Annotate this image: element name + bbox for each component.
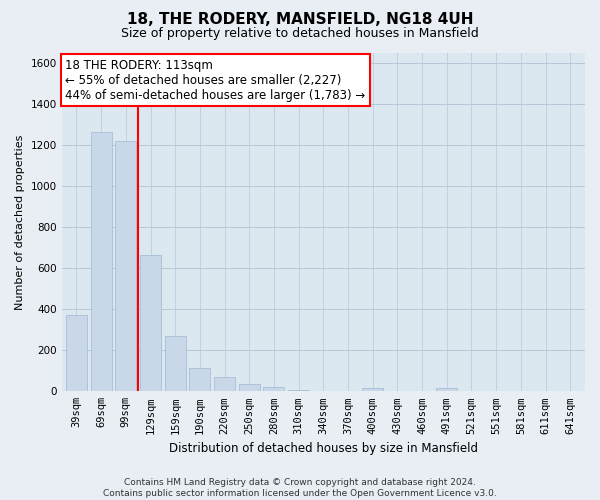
Bar (362, 388, 383, 392)
Bar (165, 336, 186, 392)
Y-axis label: Number of detached properties: Number of detached properties (15, 134, 25, 310)
Bar (263, 387, 284, 392)
Bar (214, 377, 235, 392)
Bar (288, 390, 309, 392)
Bar (91, 132, 112, 392)
Bar (436, 388, 457, 392)
Bar (66, 316, 87, 392)
Text: Size of property relative to detached houses in Mansfield: Size of property relative to detached ho… (121, 28, 479, 40)
Text: 18, THE RODERY, MANSFIELD, NG18 4UH: 18, THE RODERY, MANSFIELD, NG18 4UH (127, 12, 473, 28)
Bar (190, 368, 211, 392)
Text: 18 THE RODERY: 113sqm
← 55% of detached houses are smaller (2,227)
44% of semi-d: 18 THE RODERY: 113sqm ← 55% of detached … (65, 58, 365, 102)
Text: Contains HM Land Registry data © Crown copyright and database right 2024.
Contai: Contains HM Land Registry data © Crown c… (103, 478, 497, 498)
Bar (239, 384, 260, 392)
Bar (115, 141, 136, 392)
X-axis label: Distribution of detached houses by size in Mansfield: Distribution of detached houses by size … (169, 442, 478, 455)
Bar (140, 255, 161, 392)
